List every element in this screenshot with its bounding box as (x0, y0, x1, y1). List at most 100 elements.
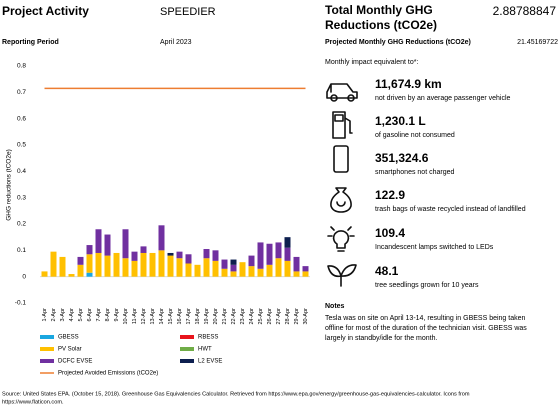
x-tick-label: 16-Apr (177, 308, 183, 325)
period-label: Reporting Period (2, 39, 59, 46)
bar (131, 251, 138, 261)
bar (284, 260, 291, 277)
bar (185, 263, 192, 277)
legend-swatch (180, 359, 194, 363)
x-tick-label: 14-Apr (159, 308, 165, 325)
y-tick-label: 0.1 (17, 247, 26, 254)
bar (68, 274, 75, 277)
x-tick-label: 21-Apr (222, 308, 228, 325)
icons (326, 83, 358, 287)
legend-swatch (180, 335, 194, 339)
seedling-icon (327, 264, 357, 287)
x-tick-label: 5-Apr (78, 308, 84, 322)
equivalent-label: Incandescent lamps switched to LEDs (375, 244, 494, 251)
projected-value: 21.45169722 (517, 39, 558, 46)
x-tick-label: 8-Apr (105, 308, 111, 322)
x-tick-label: 2-Apr (51, 308, 57, 322)
bar (158, 250, 165, 277)
y-tick-label: 0 (22, 273, 26, 280)
x-tick-label: 25-Apr (258, 308, 264, 325)
bar (203, 249, 210, 259)
legend-label: RBESS (198, 335, 218, 341)
bar (212, 260, 219, 277)
legend-label: PV Solar (58, 347, 82, 353)
bar (302, 266, 309, 272)
legend-swatch (40, 347, 54, 351)
y-tick-label: 0.2 (17, 221, 26, 228)
x-tick-label: 7-Apr (96, 308, 102, 322)
legend-label: HWT (198, 347, 212, 353)
x-tick-label: 20-Apr (213, 308, 219, 325)
x-tick-label: 28-Apr (285, 308, 291, 325)
equivalent-label: tree seedlings grown for 10 years (375, 282, 479, 289)
bar (302, 271, 309, 277)
bar (86, 245, 93, 255)
x-tick-label: 1-Apr (42, 308, 48, 322)
x-tick-label: 18-Apr (195, 308, 201, 325)
bar (176, 258, 183, 277)
x-tick-label: 3-Apr (60, 308, 66, 322)
bar (230, 271, 237, 277)
wheel (330, 94, 338, 102)
impact-label: Monthly impact equivalent to*: (325, 59, 418, 66)
legend-swatch (180, 347, 194, 351)
equivalent-label: of gasoline not consumed (375, 132, 455, 139)
bar (257, 242, 264, 269)
bar (41, 271, 48, 277)
bulb-icon (327, 226, 355, 252)
bar (185, 254, 192, 264)
bar (140, 252, 147, 277)
bar (284, 247, 291, 261)
x-tick-label: 9-Apr (114, 308, 120, 322)
total-label: Total Monthly GHG Reductions (tCO2e) (325, 3, 438, 32)
bar (257, 268, 264, 277)
bar (131, 260, 138, 277)
bar (167, 252, 174, 256)
legend-label: L2 EVSE (198, 359, 222, 365)
x-tick-label: 15-Apr (168, 308, 174, 325)
bar (167, 255, 174, 277)
bar (95, 252, 102, 277)
bar (194, 264, 201, 277)
wheel (347, 94, 355, 102)
bar (266, 243, 273, 265)
project: SPEEDIER (160, 6, 216, 18)
x-tick-label: 22-Apr (231, 308, 237, 325)
source: Source: United States EPA. (October 15, … (2, 391, 470, 397)
x-tick-label: 26-Apr (267, 308, 273, 325)
bar (284, 237, 291, 248)
period: April 2023 (160, 39, 192, 46)
title: Project Activity (2, 4, 89, 18)
bar (122, 258, 129, 277)
notes-line: largely in standby/idle for the month. (325, 335, 438, 342)
pump-icon (332, 111, 353, 139)
x-tick-label: 11-Apr (132, 308, 138, 324)
total-value: 2.88788847 (493, 4, 557, 18)
bag-icon (330, 187, 352, 213)
x-tick-label: 30-Apr (303, 308, 309, 325)
bar (239, 262, 246, 277)
bar (230, 259, 237, 265)
bar (248, 255, 255, 267)
legend-label: DCFC EVSE (58, 359, 92, 365)
x-tick-label: 24-Apr (249, 308, 255, 325)
bar (176, 251, 183, 259)
bar (275, 258, 282, 277)
bar (86, 272, 93, 277)
notes-line: Tesla was on site on April 13-14, result… (325, 315, 525, 322)
bar (95, 229, 102, 253)
bar (293, 256, 300, 272)
bar (122, 229, 129, 259)
bar (104, 234, 111, 256)
equivalent-value: 351,324.6 (375, 151, 429, 165)
bar (230, 264, 237, 272)
y-tick-label: 0.4 (17, 168, 26, 175)
notes-title: Notes (325, 303, 345, 310)
equivalent-value: 11,674.9 km (375, 77, 442, 91)
y-tick-label: 0.6 (17, 115, 26, 122)
car-icon (326, 83, 358, 99)
bar (293, 271, 300, 277)
bar (221, 268, 228, 277)
phone-icon (333, 145, 349, 173)
